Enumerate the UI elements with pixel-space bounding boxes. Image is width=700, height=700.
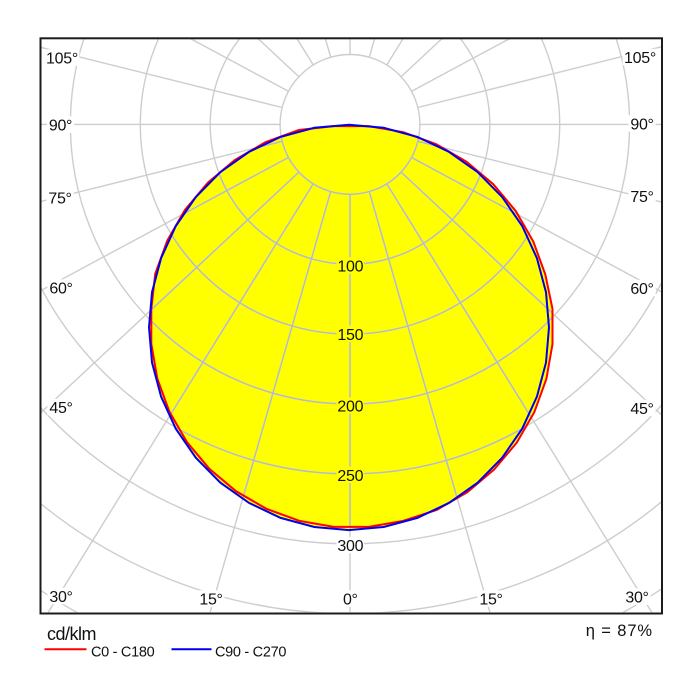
svg-text:60°: 60° (49, 281, 72, 298)
svg-text:45°: 45° (49, 400, 72, 417)
svg-text:15°: 15° (479, 592, 502, 609)
svg-text:90°: 90° (49, 118, 72, 135)
svg-text:150: 150 (337, 327, 363, 344)
svg-text:cd/klm: cd/klm (47, 624, 96, 644)
svg-text:250: 250 (337, 468, 363, 485)
svg-text:C90 - C270: C90 - C270 (215, 645, 286, 661)
svg-text:15°: 15° (199, 592, 222, 609)
svg-text:105°: 105° (624, 50, 656, 67)
svg-text:90°: 90° (630, 117, 653, 134)
svg-text:105°: 105° (46, 51, 78, 68)
svg-text:45°: 45° (630, 401, 653, 418)
svg-text:C0 - C180: C0 - C180 (91, 645, 155, 661)
svg-text:75°: 75° (630, 189, 653, 206)
svg-text:200: 200 (337, 399, 363, 416)
svg-text:30°: 30° (49, 589, 72, 606)
svg-text:30°: 30° (625, 590, 648, 607)
svg-text:60°: 60° (630, 281, 653, 298)
svg-text:75°: 75° (48, 191, 71, 208)
svg-text:100: 100 (337, 259, 363, 276)
svg-text:η = 87%: η = 87% (586, 622, 653, 640)
svg-text:300: 300 (337, 538, 363, 555)
svg-text:0°: 0° (343, 592, 358, 609)
